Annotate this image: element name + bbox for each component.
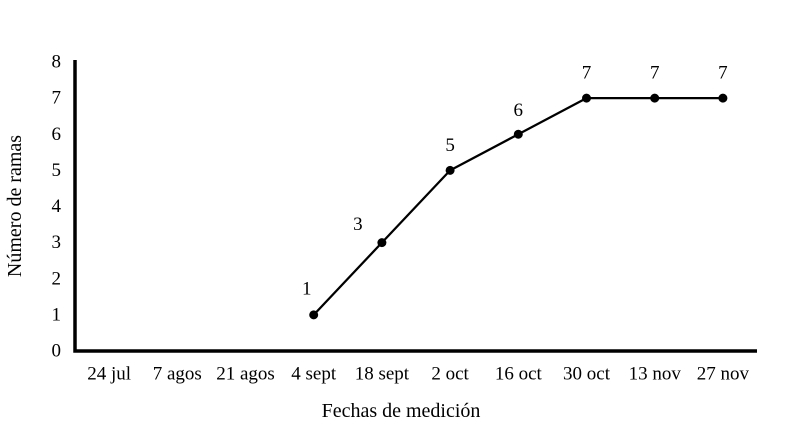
y-axis-title: Número de ramas bbox=[4, 135, 26, 277]
data-point-marker bbox=[718, 93, 728, 103]
data-point-marker bbox=[445, 165, 455, 175]
y-axis-tick-label: 2 bbox=[52, 268, 62, 289]
y-axis-tick-label: 4 bbox=[52, 196, 62, 217]
x-axis-tick-label: 13 nov bbox=[629, 364, 682, 385]
x-axis-title: Fechas de medición bbox=[322, 400, 481, 422]
data-point-marker bbox=[650, 93, 660, 103]
x-axis-tick-label: 2 oct bbox=[431, 364, 469, 385]
data-point-marker bbox=[513, 129, 523, 139]
axis-lines bbox=[73, 60, 757, 353]
data-point-label: 1 bbox=[302, 278, 312, 299]
data-point-marker bbox=[309, 310, 319, 320]
data-point-label: 7 bbox=[582, 63, 592, 84]
data-point-label: 5 bbox=[445, 135, 455, 156]
y-axis-tick-label: 7 bbox=[52, 88, 62, 109]
data-point-label: 3 bbox=[353, 214, 363, 235]
x-axis-tick-label: 30 oct bbox=[563, 364, 611, 385]
x-axis-tick-label: 18 sept bbox=[355, 364, 410, 385]
y-axis-tick-label: 8 bbox=[52, 52, 62, 73]
data-point-label: 7 bbox=[718, 63, 728, 84]
x-axis-tick-label: 7 agos bbox=[153, 364, 202, 385]
x-axis-tick-label: 24 jul bbox=[87, 364, 131, 385]
data-point-label: 6 bbox=[514, 100, 524, 121]
x-axis-tick-label: 21 agos bbox=[216, 364, 275, 385]
data-point-marker bbox=[377, 238, 387, 248]
x-axis-tick-label: 27 nov bbox=[697, 364, 750, 385]
y-axis-tick-label: 3 bbox=[52, 232, 62, 253]
y-axis-tick-label: 1 bbox=[52, 304, 62, 325]
y-axis-tick-label: 6 bbox=[52, 124, 62, 145]
data-point-label: 7 bbox=[650, 63, 660, 84]
y-axis-tick-label: 0 bbox=[52, 341, 62, 362]
x-axis-tick-label: 4 sept bbox=[291, 364, 337, 385]
plot-dynamic-layer: 0 1 2 3 4 5 6 7 8 24 jul 7 agos 21 agos 4 sept 18 sep… bbox=[52, 52, 757, 385]
data-point-marker bbox=[582, 93, 591, 103]
x-axis-tick-label: 16 oct bbox=[495, 364, 543, 385]
y-axis-tick-label: 5 bbox=[52, 160, 62, 181]
